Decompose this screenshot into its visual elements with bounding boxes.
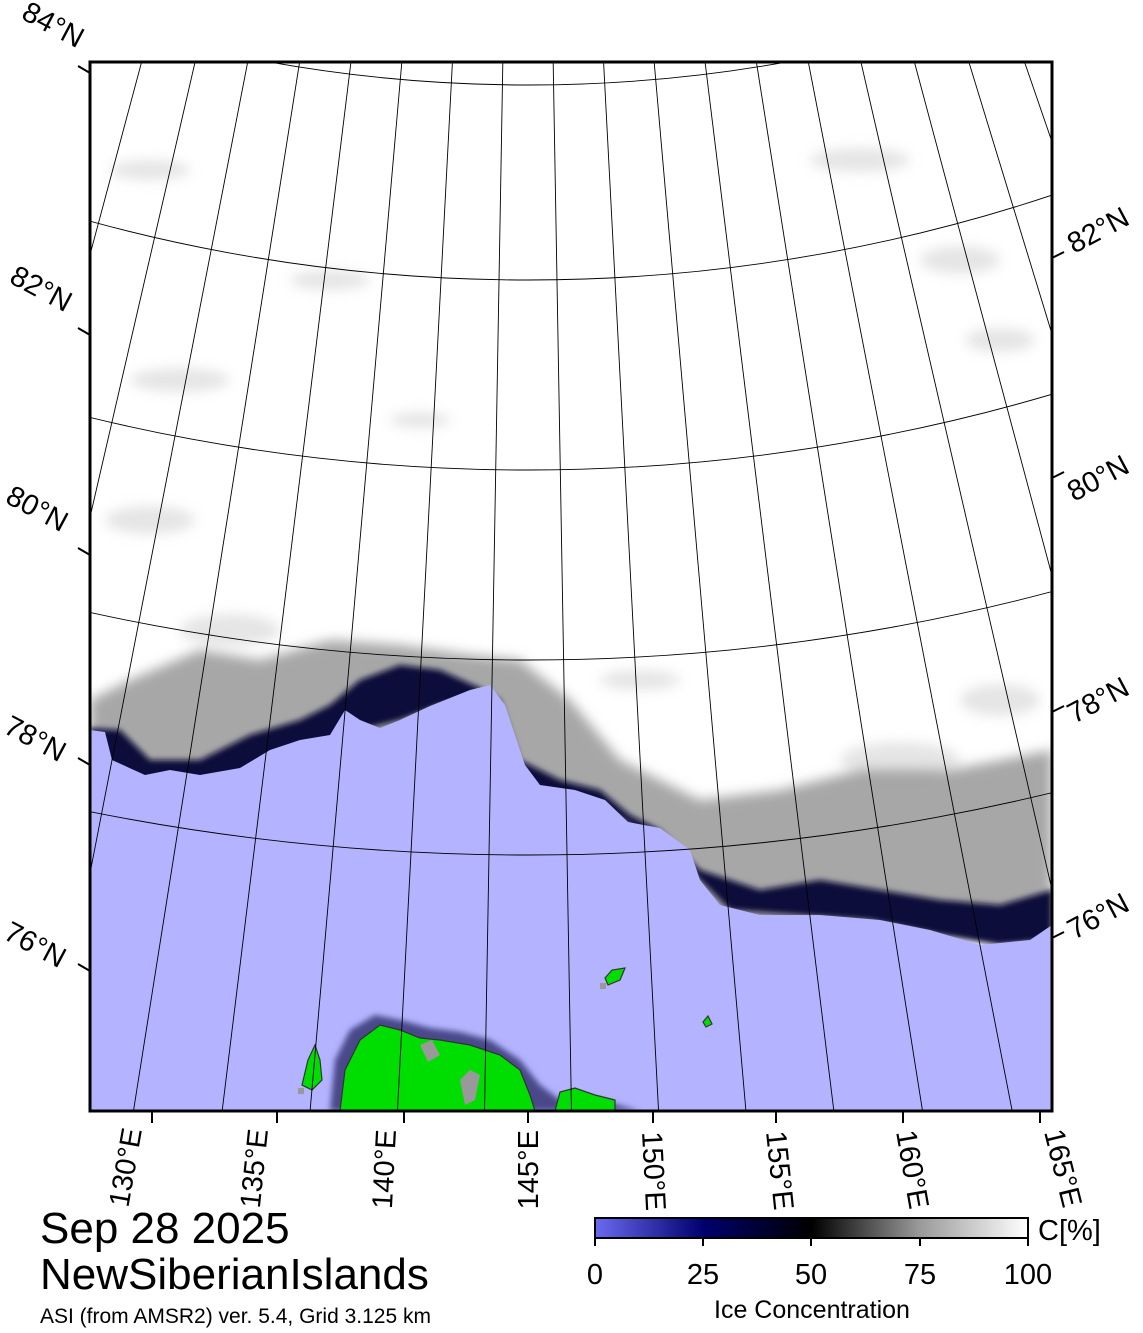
kotelny-island bbox=[339, 1024, 536, 1111]
map-frame bbox=[88, 60, 1054, 1113]
meridian-140 bbox=[653, 62, 747, 1111]
meridian-150 bbox=[309, 62, 403, 1111]
lon-label-135: 135°E bbox=[235, 1127, 275, 1209]
colorbar-title: Ice Concentration bbox=[714, 1296, 910, 1324]
lat-label-right-80: 80°N bbox=[1062, 450, 1134, 509]
colorbar-unit: C[%] bbox=[1038, 1215, 1101, 1247]
lat-label-right-82: 82°N bbox=[1062, 202, 1134, 261]
region-title: NewSiberianIslands bbox=[40, 1250, 429, 1299]
lon-label-165: 165°E bbox=[1037, 1126, 1087, 1211]
colorbar: 0 25 50 75 100 C[%] Ice Concentration bbox=[587, 1215, 1101, 1324]
lat-label-left-78: 78°N bbox=[0, 710, 71, 769]
lat-label-right-78: 78°N bbox=[1062, 672, 1134, 731]
faddeyevsky-island bbox=[554, 1087, 616, 1111]
parallel-84 bbox=[268, 62, 788, 86]
meridian-146 bbox=[484, 62, 504, 1111]
meridian-144 bbox=[552, 62, 572, 1111]
meridian-166 bbox=[0, 0, 26, 1141]
land bbox=[301, 967, 713, 1111]
lon-label-145: 145°E bbox=[513, 1130, 545, 1209]
frame-ticks bbox=[77, 65, 1065, 1123]
meridian-134 bbox=[807, 62, 1013, 1111]
product-caption: ASI (from AMSR2) ver. 5.4, Grid 3.125 km bbox=[40, 1305, 431, 1328]
colorbar-tick-25: 25 bbox=[687, 1259, 719, 1291]
lat-label-left-84: 84°N bbox=[17, 0, 89, 55]
meridian-158 bbox=[90, 62, 196, 520]
meridian-152 bbox=[221, 62, 352, 1111]
meridian-138 bbox=[704, 62, 835, 1111]
open-water bbox=[90, 685, 1052, 1111]
meridian-160 bbox=[90, 62, 143, 257]
meridian-154 bbox=[133, 62, 301, 1111]
colorbar-tick-75: 75 bbox=[904, 1259, 936, 1291]
ice-texture bbox=[105, 148, 1040, 778]
lat-label-left-76: 76°N bbox=[0, 916, 71, 975]
meridian-142 bbox=[603, 62, 659, 1111]
colorbar-tick-0: 0 bbox=[587, 1259, 603, 1291]
colorbar-tick-50: 50 bbox=[795, 1259, 827, 1291]
lat-label-right-76: 76°N bbox=[1062, 888, 1134, 947]
land-ice-patches bbox=[298, 983, 606, 1105]
colorbar-tick-100: 100 bbox=[1004, 1259, 1052, 1291]
lon-label-130: 130°E bbox=[104, 1126, 149, 1210]
lat-label-left-80: 80°N bbox=[1, 480, 73, 539]
lon-label-155: 155°E bbox=[759, 1129, 799, 1211]
meridian-164 bbox=[0, 0, 72, 1173]
meridian-128 bbox=[968, 62, 1052, 336]
lon-label-150: 150°E bbox=[635, 1131, 671, 1212]
bennett-island bbox=[604, 967, 626, 986]
date-title: Sep 28 2025 bbox=[40, 1204, 290, 1253]
meridian-130 bbox=[913, 62, 1052, 578]
colorbar-gradient bbox=[594, 1217, 1029, 1239]
meridian-132 bbox=[860, 62, 1052, 892]
meridian-156 bbox=[90, 62, 249, 876]
meridian-148 bbox=[397, 62, 453, 1111]
meridian-136 bbox=[755, 62, 923, 1111]
jeannette-island bbox=[702, 1014, 713, 1028]
lon-label-160: 160°E bbox=[889, 1128, 934, 1212]
lon-label-140: 140°E bbox=[367, 1129, 403, 1210]
lat-label-left-82: 82°N bbox=[5, 260, 77, 319]
